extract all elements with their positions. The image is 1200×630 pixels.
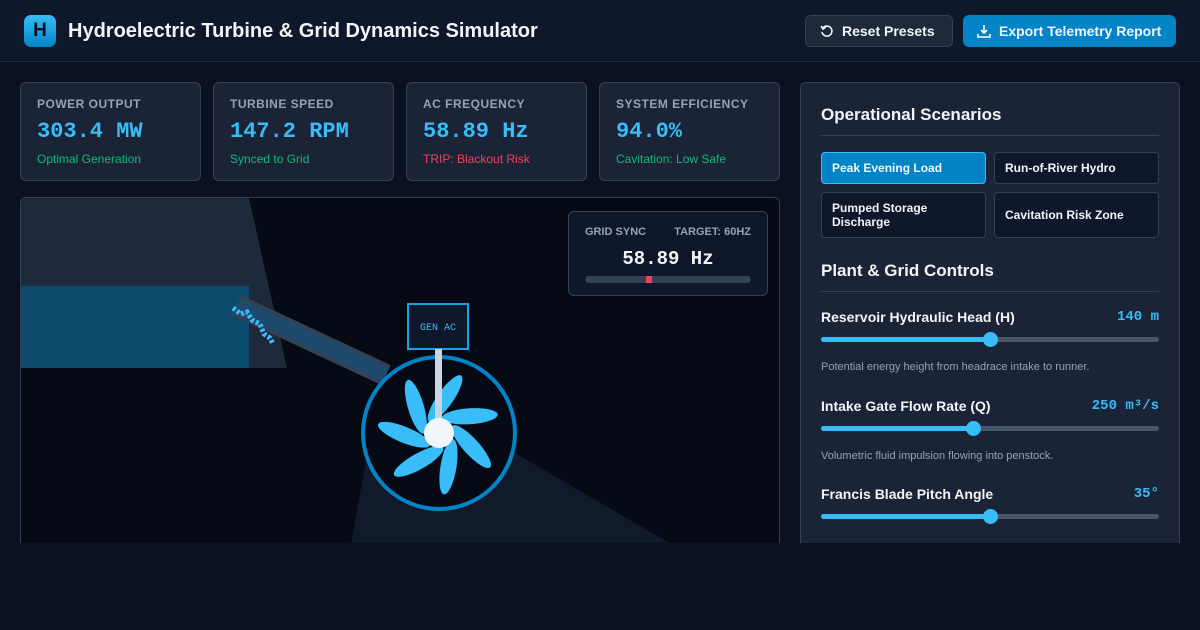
- turbine-scene: GEN AC: [21, 198, 670, 543]
- sync-value: 58.89 Hz: [622, 248, 714, 270]
- shape: [232, 298, 390, 382]
- turbine-blade: [451, 425, 491, 469]
- metric-status: Cavitation: Low Safe: [616, 152, 727, 166]
- generator-label: GEN AC: [420, 323, 456, 334]
- shape: [21, 286, 249, 368]
- slider-description: Potential energy height from headrace in…: [821, 361, 1090, 373]
- slider-track: [821, 426, 1159, 431]
- turbine-blade: [441, 408, 498, 425]
- slider-value: 140 m: [1116, 309, 1159, 325]
- sync-label: GRID SYNC: [585, 226, 647, 238]
- shape: [820, 25, 827, 31]
- sync-needle: [646, 276, 652, 283]
- metric-label: AC FREQUENCY: [423, 97, 526, 111]
- scenario-button[interactable]: Cavitation Risk Zone: [994, 192, 1159, 238]
- button-label: Export Telemetry Report: [999, 23, 1162, 39]
- metric-card: TURBINE SPEED 147.2 RPM Synced to Grid: [213, 82, 394, 181]
- shape: [407, 303, 469, 350]
- metric-label: SYSTEM EFFICIENCY: [616, 97, 749, 111]
- slider-description: Volumetric fluid impulsion flowing into …: [821, 450, 1054, 462]
- metric-status: TRIP: Blackout Risk: [423, 152, 530, 166]
- turbine-blade: [404, 379, 427, 434]
- shape: [821, 25, 833, 37]
- scenario-button[interactable]: Peak Evening Load: [821, 152, 986, 184]
- scenario-button[interactable]: Pumped Storage Discharge: [821, 192, 986, 238]
- metric-label: POWER OUTPUT: [37, 97, 141, 111]
- control-panel: Operational Scenarios Peak Evening Load …: [800, 82, 1180, 543]
- shape: [231, 306, 276, 346]
- slider-label: Reservoir Hydraulic Head (H): [821, 309, 1015, 325]
- slider-value: 250 m³/s: [1091, 398, 1159, 414]
- metric-value: 147.2 RPM: [230, 119, 349, 144]
- header: H Hydroelectric Turbine & Grid Dynamics …: [0, 0, 1200, 62]
- reset-icon: [820, 25, 833, 37]
- metric-card: SYSTEM EFFICIENCY 94.0% Cavitation: Low Sa…: [599, 82, 780, 181]
- slider-fill: [821, 426, 974, 431]
- slider-fill: [821, 337, 990, 342]
- slider-value: 35°: [1133, 486, 1159, 502]
- shape: [424, 418, 454, 448]
- section-title: Plant & Grid Controls: [821, 261, 1159, 292]
- slider-label: Intake Gate Flow Rate (Q): [821, 398, 991, 414]
- metric-card: POWER OUTPUT 303.4 MW Optimal Generation: [20, 82, 201, 181]
- metric-value: 58.89 Hz: [423, 119, 529, 144]
- simulation-view: GEN AC GRID SYNC TARGET: 60HZ 58.89 Hz: [20, 197, 780, 543]
- turbine-blade: [377, 421, 431, 448]
- grid-sync-panel: GRID SYNC TARGET: 60HZ 58.89 Hz: [568, 211, 768, 296]
- slider-thumb[interactable]: [966, 421, 982, 436]
- slider-control: Intake Gate Flow Rate (Q) 250 m³/s Volumet…: [821, 398, 1159, 468]
- download-icon: [977, 25, 991, 38]
- slider-control: Francis Blade Pitch Angle 35°: [821, 486, 1159, 543]
- shape: [435, 349, 442, 433]
- section-title: Operational Scenarios: [821, 105, 1159, 136]
- sync-target: TARGET: 60HZ: [674, 226, 751, 238]
- sync-bar: [585, 276, 751, 283]
- slider-thumb[interactable]: [983, 332, 998, 347]
- button-label: Reset Presets: [842, 23, 935, 39]
- slider-thumb[interactable]: [983, 509, 998, 524]
- metric-value: 94.0%: [616, 119, 683, 144]
- slider-label: Francis Blade Pitch Angle: [821, 486, 994, 502]
- logo: H: [24, 15, 56, 47]
- app-title: Hydroelectric Turbine & Grid Dynamics Si…: [68, 20, 538, 42]
- export-button[interactable]: Export Telemetry Report: [963, 15, 1176, 47]
- metric-label: TURBINE SPEED: [230, 97, 334, 111]
- turbine-blade: [439, 439, 458, 495]
- reset-button[interactable]: Reset Presets: [805, 15, 953, 47]
- slider-control: Reservoir Hydraulic Head (H) 140 m Potenti…: [821, 309, 1159, 379]
- slider-fill: [821, 514, 990, 519]
- metric-status: Synced to Grid: [230, 152, 310, 166]
- metric-card: AC FREQUENCY 58.89 Hz TRIP: Blackout Risk: [406, 82, 587, 181]
- metric-status: Optimal Generation: [37, 152, 142, 166]
- turbine-blade: [393, 446, 444, 477]
- metric-value: 303.4 MW: [37, 119, 143, 144]
- shape: [977, 25, 991, 38]
- scenario-button[interactable]: Run-of-River Hydro: [994, 152, 1159, 184]
